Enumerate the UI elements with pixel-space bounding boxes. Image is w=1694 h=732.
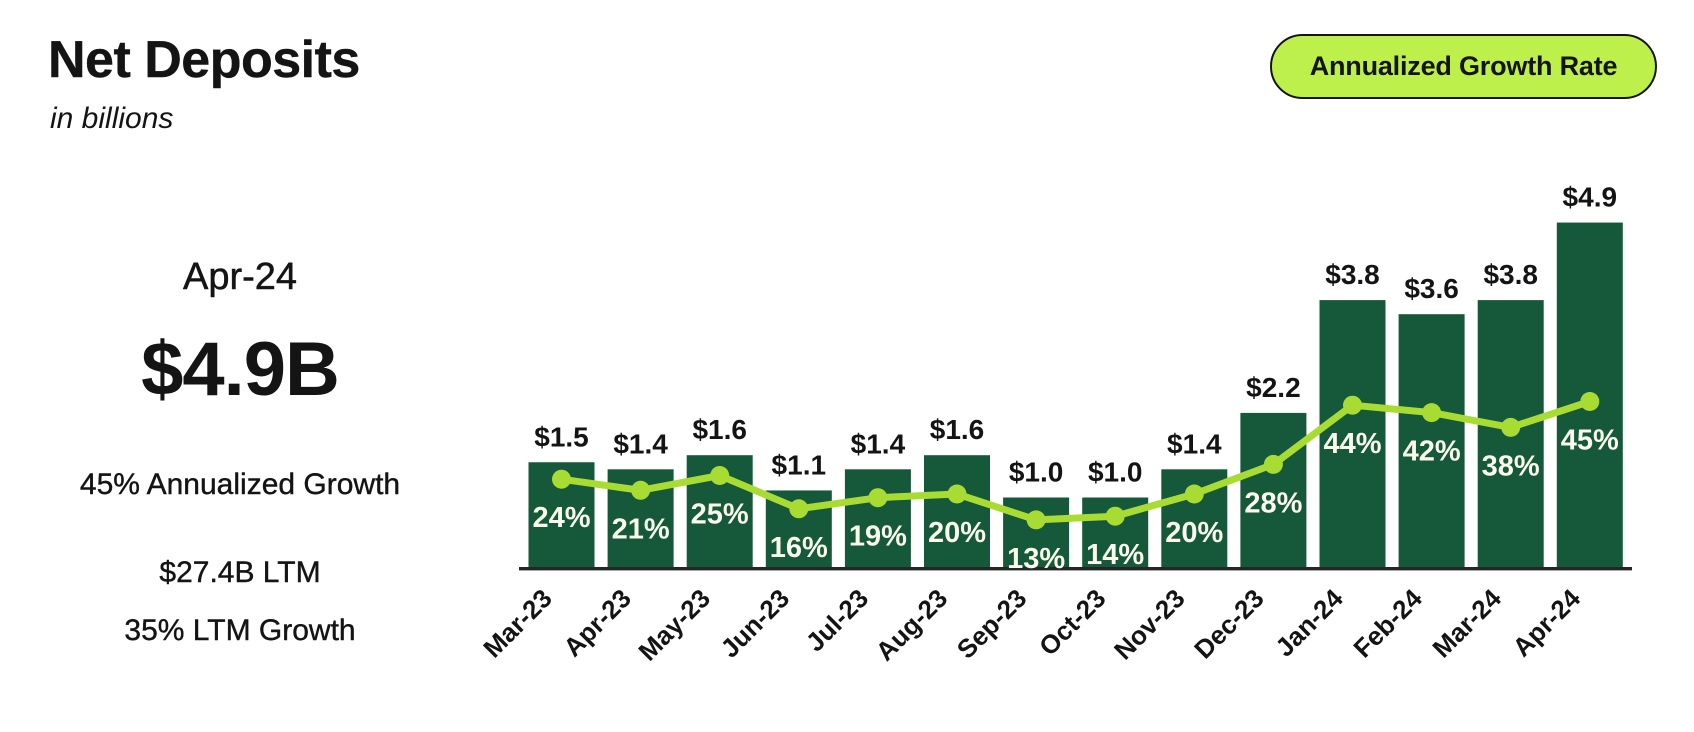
growth-point-mar-23 [552, 469, 571, 489]
x-axis-label-sep-23: Sep-23 [951, 583, 1033, 665]
x-axis-label-apr-24: Apr-24 [1507, 583, 1587, 663]
growth-point-apr-23 [631, 480, 651, 500]
growth-rate-label: 13% [1007, 543, 1065, 575]
bar-jul-23 [844, 469, 911, 568]
summary-ltm-value: $27.4B LTM [159, 556, 321, 589]
growth-rate-label: 16% [770, 532, 828, 564]
growth-rate-label: 45% [1561, 425, 1619, 457]
growth-rate-label: 20% [1165, 517, 1223, 549]
x-axis-label-mar-23: Mar-23 [477, 583, 557, 663]
growth-rate-line [558, 398, 1594, 524]
badge-label: Annualized Growth Rate [1309, 51, 1618, 81]
growth-rate-label: 25% [691, 499, 749, 531]
summary-annualized-growth: 45% Annualized Growth [79, 468, 401, 501]
growth-point-dec-23 [1263, 454, 1283, 474]
growth-point-jul-23 [868, 488, 888, 508]
summary-ltm-growth: 35% LTM Growth [124, 614, 356, 647]
growth-point-feb-24 [1422, 403, 1442, 423]
bar-value-label: $1.4 [851, 428, 906, 459]
x-axis-line [519, 567, 1632, 571]
bar-value-label: $1.6 [930, 414, 985, 445]
bar-value-label: $4.9 [1563, 182, 1618, 213]
growth-point-nov-23 [1184, 484, 1204, 504]
annualized-growth-rate-badge: Annualized Growth Rate [1270, 34, 1657, 99]
growth-point-apr-24 [1580, 392, 1600, 411]
growth-point-oct-23 [1105, 506, 1125, 526]
growth-rate-label: 21% [612, 513, 670, 545]
x-axis-label-oct-23: Oct-23 [1033, 583, 1111, 661]
growth-point-aug-23 [947, 484, 967, 504]
bar-value-label: $1.4 [613, 428, 668, 459]
growth-point-jan-24 [1343, 395, 1362, 415]
x-axis-label-may-23: May-23 [632, 583, 716, 667]
summary-period: Apr-24 [182, 256, 298, 299]
bar-jan-24 [1319, 300, 1386, 568]
page-title: Net Deposits [48, 31, 361, 89]
page-subtitle: in billions [50, 102, 174, 135]
bar-aug-23 [924, 455, 990, 568]
bar-value-label: $3.6 [1404, 273, 1459, 304]
x-axis-label-jul-23: Jul-23 [800, 583, 874, 657]
bar-value-label: $3.8 [1325, 259, 1380, 290]
bar-dec-23 [1240, 412, 1307, 568]
bar-value-label: $1.0 [1009, 457, 1064, 488]
growth-point-jun-23 [789, 499, 809, 519]
x-axis-label-feb-24: Feb-24 [1347, 583, 1428, 664]
growth-rate-label: 28% [1244, 487, 1302, 519]
growth-rate-label: 42% [1403, 436, 1461, 468]
x-axis-label-jan-24: Jan-24 [1269, 583, 1349, 663]
growth-rate-label: 24% [532, 502, 590, 534]
growth-point-may-23 [710, 466, 730, 485]
bar-value-label: $2.2 [1246, 372, 1301, 403]
growth-rate-label: 19% [849, 521, 907, 553]
x-axis-label-aug-23: Aug-23 [870, 583, 954, 667]
growth-rate-label: 44% [1323, 428, 1381, 460]
bar-value-label: $1.4 [1167, 428, 1222, 459]
growth-rate-label: 20% [928, 517, 986, 549]
x-axis-label-jun-23: Jun-23 [715, 583, 795, 663]
x-axis-label-apr-23: Apr-23 [557, 583, 636, 662]
growth-rate-label: 14% [1086, 539, 1144, 571]
growth-rate-label: 38% [1482, 450, 1540, 482]
bar-value-label: $3.8 [1483, 259, 1538, 290]
summary-value: $4.9B [141, 327, 340, 412]
bar-value-label: $1.1 [772, 449, 827, 480]
bar-value-label: $1.0 [1088, 457, 1143, 488]
bar-value-label: $1.5 [534, 421, 589, 452]
bar-value-label: $1.6 [692, 414, 747, 445]
x-axis-label-mar-24: Mar-24 [1426, 583, 1507, 664]
bar-feb-24 [1398, 314, 1465, 568]
growth-point-mar-24 [1501, 417, 1521, 437]
growth-point-sep-23 [1026, 510, 1046, 530]
x-axis-label-dec-23: Dec-23 [1188, 583, 1270, 665]
x-axis-label-nov-23: Nov-23 [1108, 583, 1191, 666]
